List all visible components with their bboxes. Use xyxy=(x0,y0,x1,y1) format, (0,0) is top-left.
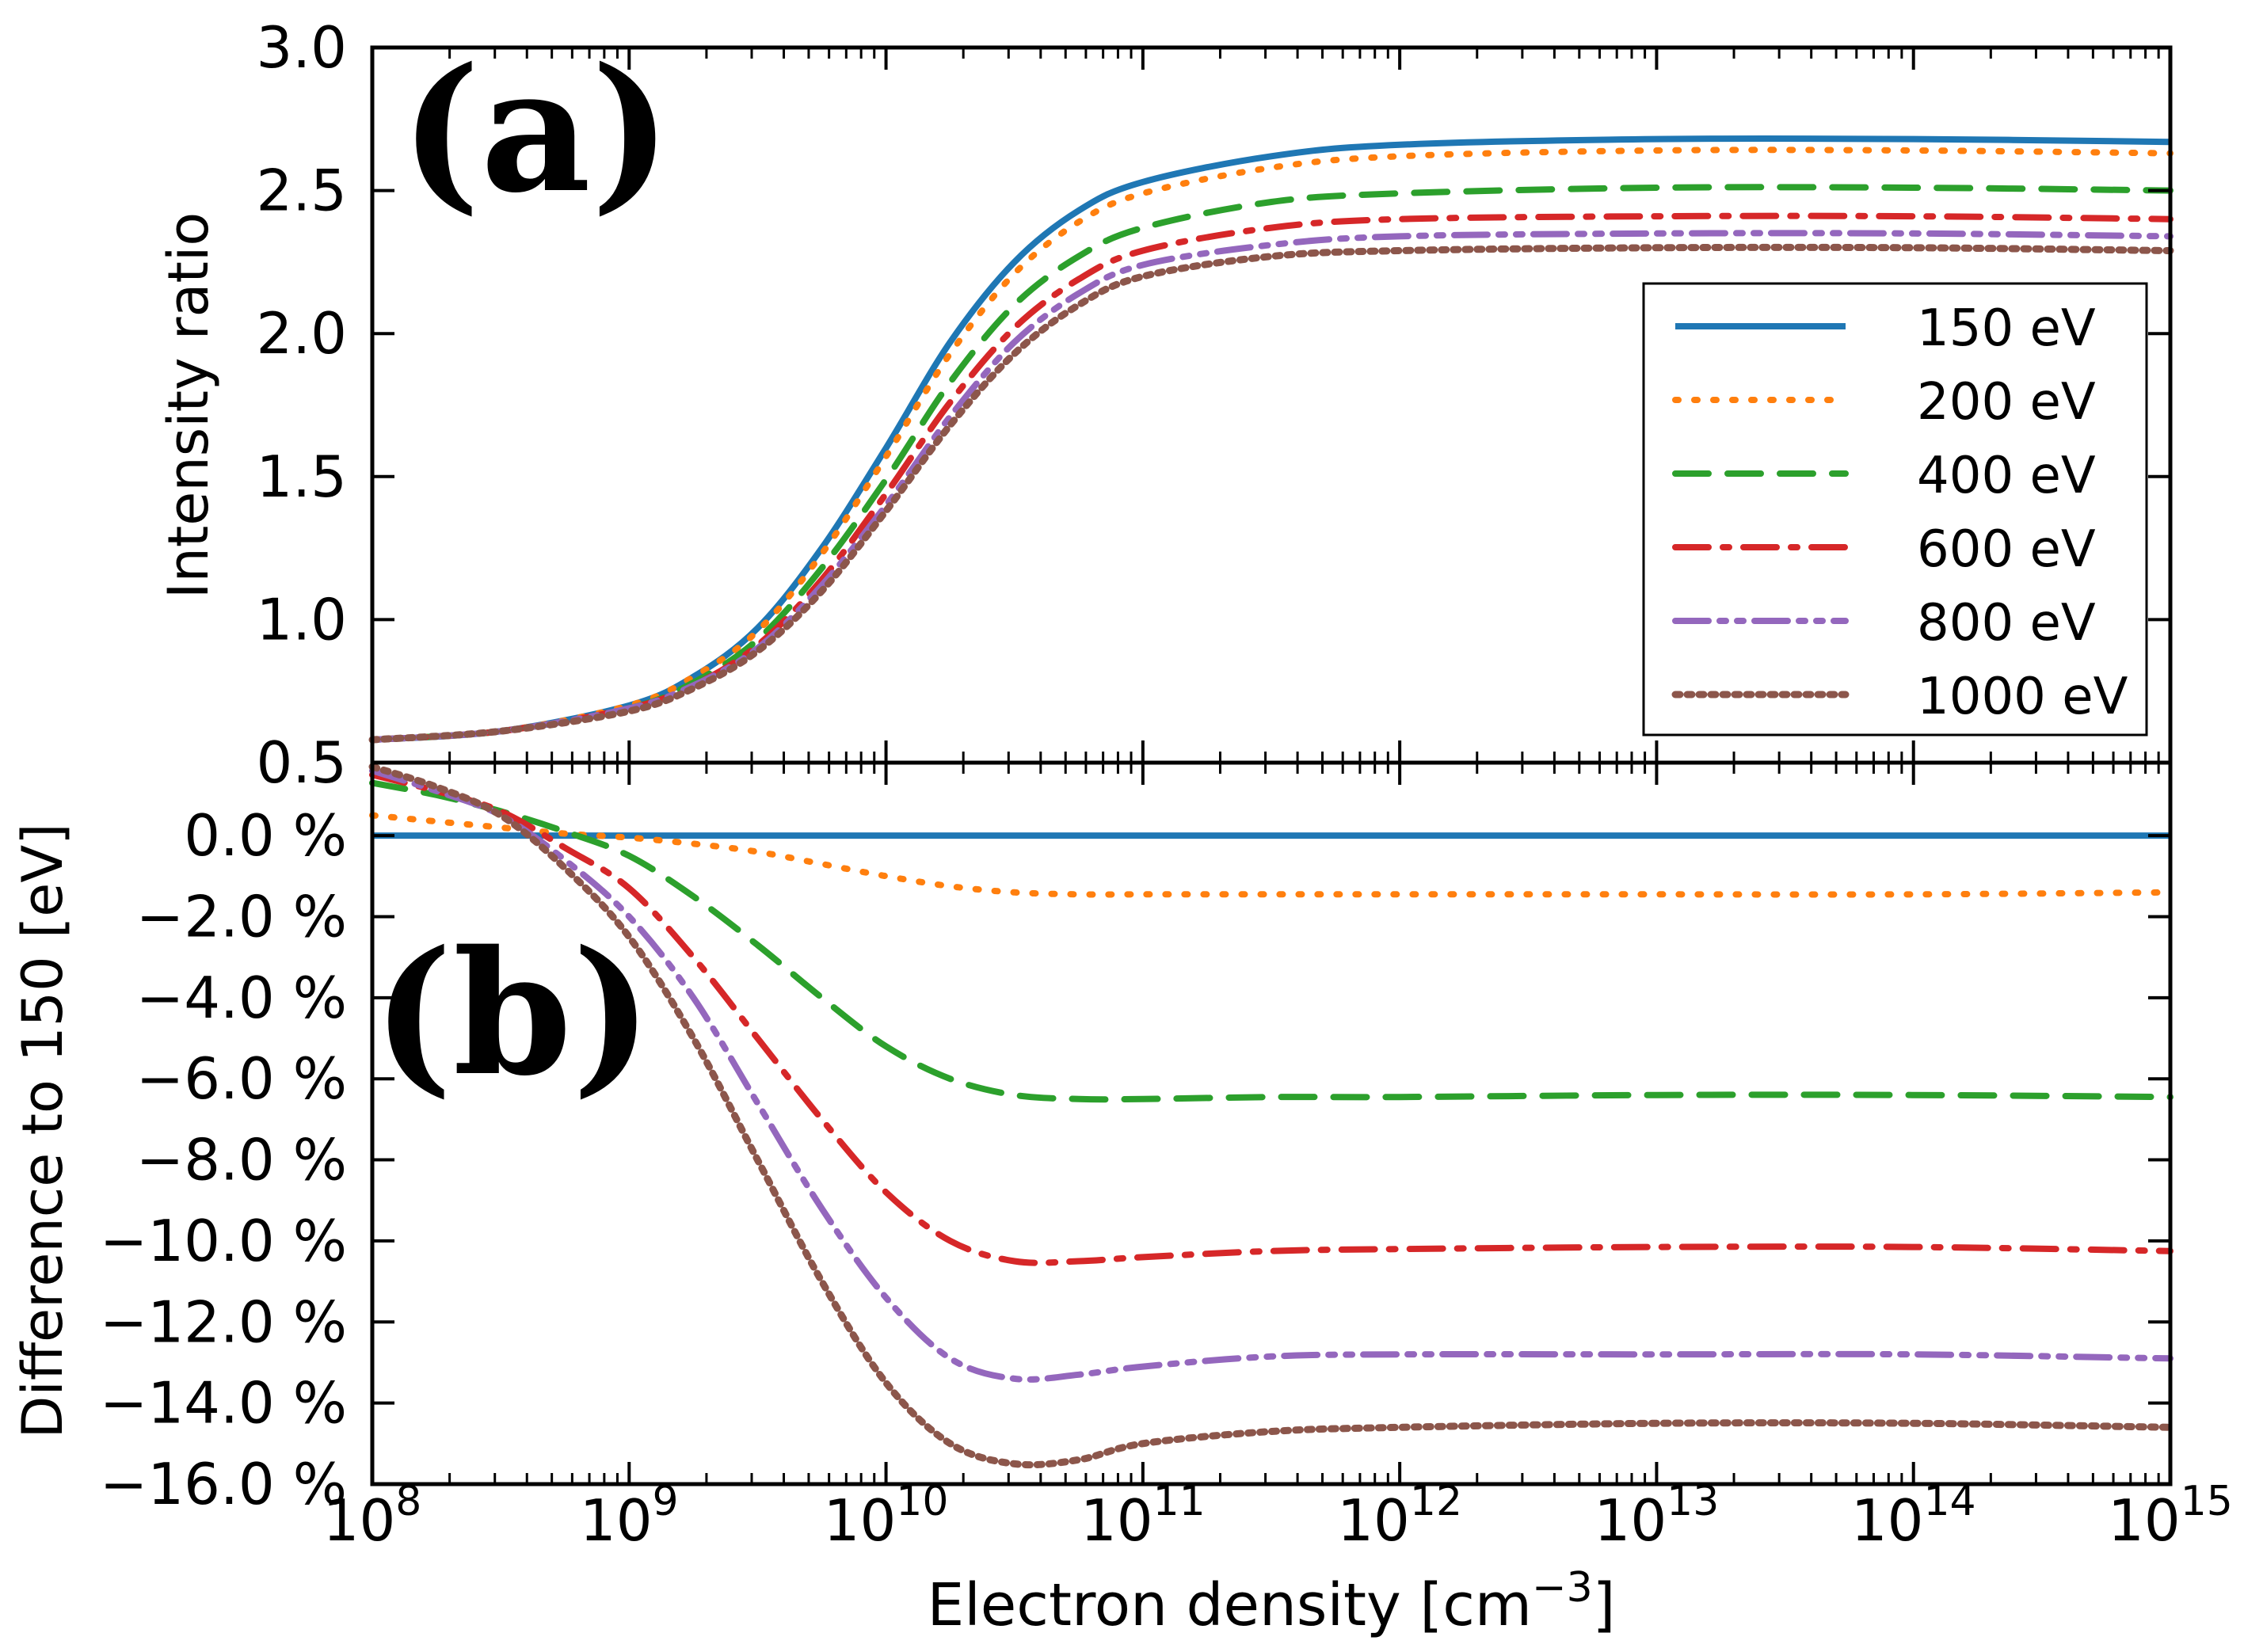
y-tick-label: 1.5 xyxy=(256,443,347,510)
y-tick-label: −12.0 % xyxy=(100,1288,347,1355)
x-tick-label: 1015 xyxy=(2108,1478,2233,1554)
panel-a-y-axis-label: Intensity ratio xyxy=(156,212,221,599)
legend-entry-label: 1000 eV xyxy=(1917,668,2128,726)
x-tick-label-base: 10 xyxy=(1080,1487,1153,1554)
panel-b-series-600-ev xyxy=(369,771,2174,1266)
legend-entry-label: 800 eV xyxy=(1917,594,2096,653)
panel-b-frame xyxy=(370,760,2173,1486)
x-tick-label-exponent: 9 xyxy=(653,1478,679,1525)
legend-entry-label: 600 eV xyxy=(1917,520,2096,579)
x-tick-label-exponent: 10 xyxy=(896,1478,948,1525)
x-tick-label-base: 10 xyxy=(1594,1487,1667,1554)
panel-b-difference: 0.0 % −2.0 % −4.0 % −6.0 % −8.0 % −10.0 % −12.… xyxy=(10,760,2233,1639)
legend-entry-label: 200 eV xyxy=(1917,373,2096,432)
y-tick-label: 0.0 % xyxy=(184,802,347,869)
panel-b-y-axis-label: Difference to 150 [eV] xyxy=(10,823,75,1438)
panel-b-y-tick-labels: 0.0 % −2.0 % −4.0 % −6.0 % −8.0 % −10.0 % −12.… xyxy=(100,802,347,1517)
legend-entry-label: 400 eV xyxy=(1917,447,2096,505)
legend-items: 150 eV 200 eV 400 eV 600 eV 800 eV 1000 eV xyxy=(1671,299,2128,726)
x-axis-label-superscript: −3 xyxy=(1532,1564,1593,1612)
panel-a-lines xyxy=(368,135,2174,744)
panel-b-x-tick-labels: 108 109 1010 1011 1012 1013 1014 1015 xyxy=(323,1478,2233,1554)
y-tick-label: 3.0 xyxy=(256,14,347,81)
y-tick-label: −10.0 % xyxy=(100,1208,347,1274)
panel-b-series-400-ev xyxy=(369,779,2174,1103)
x-tick-label-exponent: 14 xyxy=(1923,1478,1975,1525)
x-axis-label-close: ] xyxy=(1593,1571,1616,1639)
panel-b-lines xyxy=(368,763,2174,1469)
panel-b-series-1000-ev xyxy=(368,763,2174,1469)
legend-entry-label: 150 eV xyxy=(1917,299,2096,358)
x-tick-label-exponent: 15 xyxy=(2181,1478,2233,1525)
x-axis-label: Electron density [cm−3] xyxy=(927,1564,1615,1639)
x-tick-label-exponent: 11 xyxy=(1153,1478,1206,1525)
x-tick-label: 1010 xyxy=(824,1478,949,1554)
x-tick-label-base: 10 xyxy=(580,1487,653,1554)
panel-a-y-tick-labels: 0.5 1.0 1.5 2.0 2.5 3.0 xyxy=(256,14,347,796)
y-tick-label: 0.5 xyxy=(256,729,347,796)
x-tick-label: 1012 xyxy=(1337,1478,1462,1554)
panel-a-series-150-ev xyxy=(371,135,2171,744)
y-tick-label: −6.0 % xyxy=(136,1045,347,1112)
y-tick-label: −2.0 % xyxy=(136,883,347,950)
x-tick-label: 108 xyxy=(323,1478,422,1554)
x-tick-label: 1011 xyxy=(1080,1478,1206,1554)
panel-a-label: (a) xyxy=(400,30,672,230)
x-tick-label-base: 10 xyxy=(824,1487,897,1554)
panel-b-series-800-ev xyxy=(369,767,2174,1383)
x-tick-label-base: 10 xyxy=(323,1487,396,1554)
y-tick-label: −8.0 % xyxy=(136,1127,347,1193)
y-tick-label: −16.0 % xyxy=(100,1451,347,1517)
legend-frame xyxy=(1642,282,2148,737)
x-tick-label-exponent: 12 xyxy=(1410,1478,1462,1525)
x-tick-label: 1014 xyxy=(1851,1478,1976,1554)
panel-a-series-400-ev xyxy=(369,184,2174,744)
x-tick-label-base: 10 xyxy=(1851,1487,1924,1554)
x-tick-label: 1013 xyxy=(1594,1478,1720,1554)
y-tick-label: −4.0 % xyxy=(136,965,347,1031)
y-tick-label: −14.0 % xyxy=(100,1370,347,1437)
x-axis-label-main: Electron density [cm xyxy=(927,1571,1532,1639)
panel-b-label: (b) xyxy=(372,913,653,1113)
panel-a-series-1000-ev xyxy=(368,243,2174,744)
x-tick-label-base: 10 xyxy=(1337,1487,1410,1554)
x-tick-label-base: 10 xyxy=(2108,1487,2181,1554)
x-tick-label: 109 xyxy=(580,1478,679,1554)
y-tick-label: 2.5 xyxy=(256,158,347,224)
y-tick-label: 2.0 xyxy=(256,300,347,367)
x-tick-label-exponent: 8 xyxy=(395,1478,421,1525)
y-tick-label: 1.0 xyxy=(256,586,347,653)
x-tick-label-exponent: 13 xyxy=(1667,1478,1719,1525)
legend: 150 eV 200 eV 400 eV 600 eV 800 eV 1000 eV xyxy=(1642,282,2148,737)
